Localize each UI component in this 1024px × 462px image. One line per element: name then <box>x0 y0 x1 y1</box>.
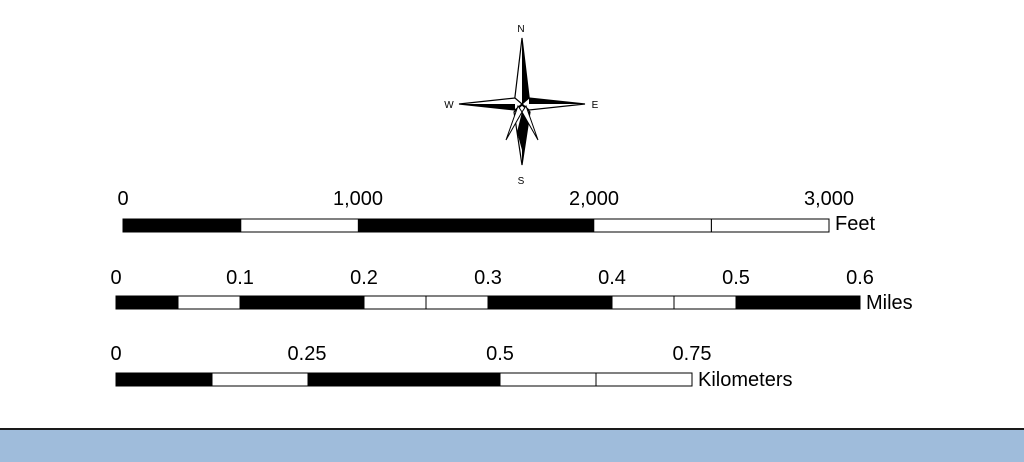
km-tick-0: 0 <box>110 343 121 365</box>
miles-segment-4 <box>363 295 427 310</box>
miles-tick-0.2: 0.2 <box>350 267 378 289</box>
feet-tick-2000: 2,000 <box>569 188 619 210</box>
scale-bar-kilometers: 0 0.25 0.5 0.75 Kilometers <box>110 343 792 391</box>
miles-segment-8 <box>611 295 675 310</box>
miles-segment-9 <box>673 295 737 310</box>
km-tick-0.75: 0.75 <box>673 343 712 365</box>
map-legend-canvas: N S E W 0 1,000 2,000 3,000 Feet 0 0.1 0… <box>110 24 912 391</box>
north-arrow-inner-vane-left <box>505 104 523 141</box>
north-arrow-icon <box>458 37 586 166</box>
miles-tick-0.6: 0.6 <box>846 267 874 289</box>
north-arrow-east-shade <box>529 98 585 104</box>
north-arrow-inner-vane-right <box>521 104 539 141</box>
feet-segment-0 <box>122 218 242 233</box>
north-arrow-inner-core <box>517 112 527 150</box>
miles-tick-0.1: 0.1 <box>226 267 254 289</box>
west-label: W <box>444 100 454 111</box>
feet-unit-label: Feet <box>835 213 875 235</box>
miles-tick-0: 0 <box>110 267 121 289</box>
miles-segment-3 <box>301 295 365 310</box>
miles-segment-7 <box>549 295 613 310</box>
scale-bar-miles: 0 0.1 0.2 0.3 0.4 0.5 0.6 Miles <box>110 267 912 314</box>
km-segment-2 <box>307 372 405 387</box>
miles-tick-0.5: 0.5 <box>722 267 750 289</box>
km-unit-label: Kilometers <box>698 369 792 391</box>
miles-segment-10 <box>735 295 799 310</box>
km-segment-1 <box>211 372 309 387</box>
feet-tick-3000: 3,000 <box>804 188 854 210</box>
miles-tick-0.3: 0.3 <box>474 267 502 289</box>
km-segment-4 <box>499 372 597 387</box>
feet-segment-1 <box>240 218 359 233</box>
miles-segment-5 <box>425 295 489 310</box>
miles-tick-0.4: 0.4 <box>598 267 626 289</box>
north-arrow-west-shade <box>459 104 515 110</box>
feet-tick-0: 0 <box>117 188 128 210</box>
feet-segment-5 <box>710 218 830 233</box>
feet-segment-4 <box>593 218 712 233</box>
km-tick-0.25: 0.25 <box>288 343 327 365</box>
miles-unit-label: Miles <box>866 292 913 314</box>
feet-segment-3 <box>475 218 595 233</box>
feet-segment-2 <box>357 218 477 233</box>
south-label: S <box>518 176 525 187</box>
bottom-panel-band <box>0 428 1024 462</box>
km-segment-3 <box>403 372 501 387</box>
north-arrow-north-shade <box>522 38 530 105</box>
km-segment-0 <box>115 372 213 387</box>
scale-bar-feet: 0 1,000 2,000 3,000 Feet <box>117 188 875 235</box>
north-label: N <box>517 24 524 35</box>
miles-segment-6 <box>487 295 551 310</box>
east-label: E <box>592 100 599 111</box>
miles-segment-1 <box>177 295 241 310</box>
km-tick-0.5: 0.5 <box>486 343 514 365</box>
miles-segment-2 <box>239 295 303 310</box>
miles-segment-0 <box>115 295 179 310</box>
miles-segment-11 <box>797 295 861 310</box>
km-segment-5 <box>595 372 693 387</box>
feet-tick-1000: 1,000 <box>333 188 383 210</box>
